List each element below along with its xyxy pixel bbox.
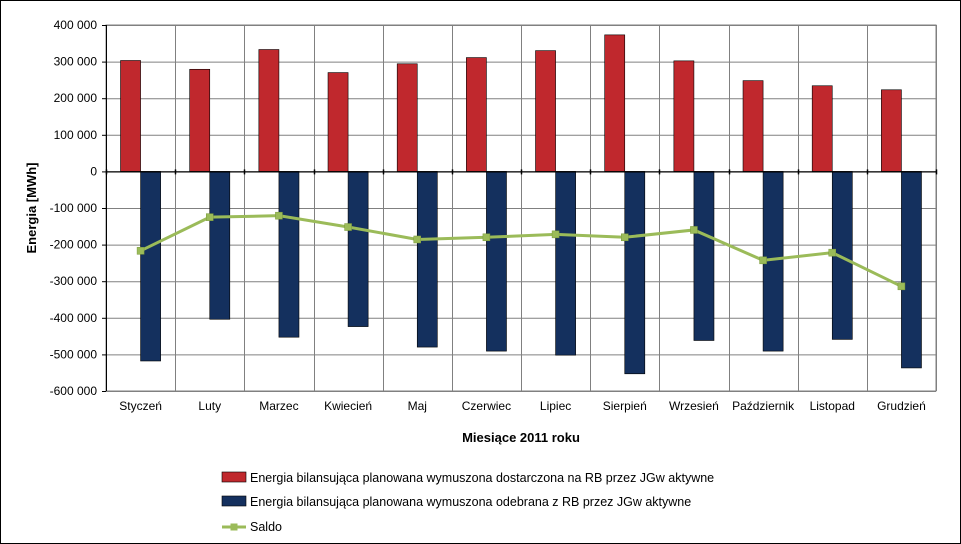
bar-dostarczona: [327, 72, 349, 172]
y-tick-label: -300 000: [50, 274, 98, 288]
saldo-point: [551, 230, 560, 239]
saldo-point: [136, 247, 145, 255]
legend: Energia bilansująca planowana wymuszona …: [221, 471, 714, 534]
saldo-point: [413, 235, 421, 244]
saldo-point: [759, 256, 767, 265]
saldo-point: [344, 223, 352, 231]
x-tick-label: Styczeń: [119, 399, 162, 413]
y-tick-label: 200 000: [54, 91, 98, 105]
y-tick-label: -400 000: [50, 311, 98, 325]
x-tick-label: Październik: [732, 399, 795, 413]
legend-label: Saldo: [250, 520, 282, 534]
x-axis-title: Miesiące 2011 roku: [462, 430, 580, 445]
bar-dostarczona: [604, 34, 626, 172]
legend-marker: [230, 523, 238, 531]
y-tick-label: -500 000: [50, 347, 98, 361]
bar-odebrana: [901, 171, 922, 369]
saldo-point: [206, 213, 214, 221]
bar-odebrana: [416, 171, 438, 348]
legend-item-odebrana: Energia bilansująca planowana wymuszona …: [221, 495, 691, 509]
bar-odebrana: [693, 171, 715, 341]
bars: [120, 34, 922, 375]
bar-dostarczona: [881, 89, 902, 172]
bar-dostarczona: [535, 50, 556, 172]
saldo-line-path: [139, 214, 903, 288]
x-tick-label: Czerwiec: [462, 399, 511, 413]
saldo-line: [136, 211, 906, 291]
bar-dostarczona: [673, 60, 695, 172]
bar-odebrana: [486, 171, 507, 352]
bar-dostarczona: [258, 49, 280, 172]
bar-odebrana: [347, 171, 369, 327]
y-tick-label: -100 000: [50, 201, 98, 215]
legend-swatch: [221, 471, 247, 483]
axes: [102, 25, 938, 392]
y-tick-label: 100 000: [54, 128, 98, 142]
saldo-point: [482, 233, 491, 242]
bar-dostarczona: [396, 63, 418, 172]
y-tick-label: 300 000: [54, 55, 98, 69]
x-tick-label: Lipiec: [540, 399, 571, 413]
x-tick-label: Grudzień: [877, 399, 926, 413]
bar-odebrana: [624, 171, 646, 375]
x-tick-label: Maj: [408, 399, 427, 413]
bar-dostarczona: [742, 80, 764, 172]
y-tick-label: 0: [90, 164, 97, 178]
legend-swatch: [221, 495, 247, 507]
y-tick-labels: 400 000 300 000 200 000 100 000 0 -100 000 -20…: [50, 18, 98, 398]
y-axis-title: Energia [MWh]: [24, 163, 39, 254]
bar-odebrana: [278, 171, 300, 338]
legend-label: Energia bilansująca planowana wymuszona …: [250, 495, 691, 509]
x-tick-label: Listopad: [810, 399, 855, 413]
bar-odebrana: [209, 171, 231, 320]
bar-odebrana: [555, 171, 576, 356]
legend-item-saldo: Saldo: [222, 520, 282, 534]
bar-dostarczona: [120, 60, 141, 172]
y-tick-label: -600 000: [50, 384, 98, 398]
saldo-point: [828, 248, 836, 257]
x-tick-label: Kwiecień: [324, 399, 372, 413]
saldo-point: [275, 211, 283, 220]
x-tick-label: Wrzesień: [669, 399, 719, 413]
x-tick-labels: Styczeń Luty Marzec Kwiecień Maj Czerwiec Lipi…: [119, 399, 926, 413]
x-tick-label: Marzec: [259, 399, 298, 413]
saldo-point: [690, 226, 698, 234]
y-tick-label: 400 000: [54, 18, 98, 32]
gridlines: [106, 25, 937, 392]
legend-label: Energia bilansująca planowana wymuszona …: [250, 471, 714, 485]
legend-item-dostarczona: Energia bilansująca planowana wymuszona …: [221, 471, 714, 485]
y-tick-label: -200 000: [50, 238, 98, 252]
bar-dostarczona: [189, 68, 211, 172]
saldo-point: [897, 282, 906, 291]
bar-dostarczona: [466, 57, 487, 172]
bar-dostarczona: [811, 85, 833, 172]
x-tick-label: Luty: [198, 399, 221, 413]
bar-odebrana: [140, 171, 161, 362]
saldo-point: [621, 233, 629, 242]
x-tick-label: Sierpień: [603, 399, 647, 413]
